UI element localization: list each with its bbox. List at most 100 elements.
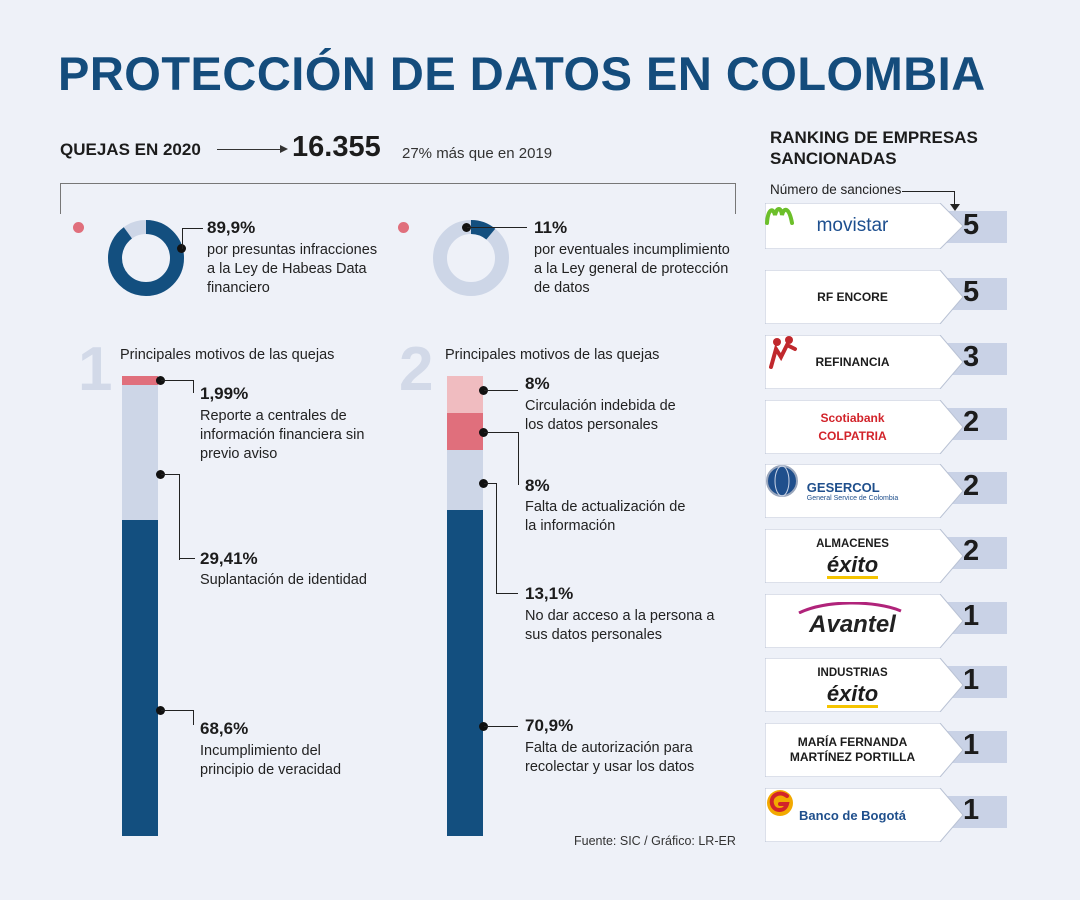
ranking-row-movistar: movistar 5 <box>765 203 1007 249</box>
logo-text: ALMACENES <box>816 537 889 550</box>
sanction-count: 1 <box>963 729 980 761</box>
annotation-line <box>902 191 955 206</box>
donut-1-value: 89,9% <box>207 218 256 237</box>
ranking-subtitle: Número de sanciones <box>770 182 902 197</box>
ranking-row-banco-de-bogota: Banco de Bogotá 1 <box>765 788 1007 842</box>
bracket-divider <box>60 183 736 214</box>
company-card: Banco de Bogotá <box>765 788 965 842</box>
section-number-2: 2 <box>399 335 434 404</box>
annotation-dot <box>479 479 488 488</box>
banco-bogota-swirl-icon <box>767 790 793 816</box>
exito-logo-text: éxito <box>826 680 879 708</box>
bar2-seg1-value: 8% <box>525 374 550 393</box>
stacked-bar-2 <box>447 376 483 836</box>
ranking-row-refinancia: REFINANCIA 3 <box>765 335 1007 389</box>
sanction-count: 2 <box>963 406 980 438</box>
logo-text: Avantel <box>809 611 896 638</box>
section-number-1: 1 <box>78 335 113 404</box>
company-card: Scotiabank COLPATRIA <box>765 400 965 454</box>
donut-chart-2 <box>433 220 509 296</box>
ranking-row-gesercol: GESERCOL General Service de Colombia 2 <box>765 464 1007 518</box>
company-card: MARÍA FERNANDA MARTÍNEZ PORTILLA <box>765 723 965 777</box>
stacked-bar-1 <box>122 376 158 836</box>
scotiabank-logo-text: Scotiabank <box>820 411 885 425</box>
annotation-line <box>161 474 180 560</box>
company-card: movistar <box>765 203 965 249</box>
company-card: REFINANCIA <box>765 335 965 389</box>
bullet-dot-icon <box>398 222 409 233</box>
annotation-line <box>182 228 203 249</box>
logo-text: RF ENCORE <box>817 290 888 304</box>
company-card: ALMACENES éxito <box>765 529 965 583</box>
sanction-count: 1 <box>963 664 980 696</box>
avantel-swoosh-icon <box>798 602 902 614</box>
bar2-seg4-value: 70,9% <box>525 716 574 735</box>
company-card: INDUSTRIAS éxito <box>765 658 965 712</box>
ranking-title: RANKING DE EMPRESAS SANCIONADAS <box>770 128 978 168</box>
annotation-dot <box>462 223 471 232</box>
colpatria-logo-text: COLPATRIA <box>818 429 887 443</box>
donut-1-label: por presuntas infracciones a la Ley de H… <box>207 242 378 296</box>
bar2-seg2-label: Falta de actualización de la información <box>525 499 686 534</box>
arrow-line <box>217 149 285 150</box>
ranking-row-almacenes-exito: ALMACENES éxito 2 <box>765 529 1007 583</box>
logo-text: GESERCOL <box>806 480 880 495</box>
bullet-dot-icon <box>73 222 84 233</box>
section-1-title: Principales motivos de las quejas <box>120 347 335 363</box>
bar2-seg3-value: 13,1% <box>525 584 574 603</box>
section-2-title: Principales motivos de las quejas <box>445 347 660 363</box>
annotation-dot <box>156 376 165 385</box>
logo-text: INDUSTRIAS <box>817 666 888 679</box>
logo-text-line-2: MARTÍNEZ PORTILLA <box>789 750 916 764</box>
bar2-segment-4 <box>447 510 483 836</box>
ranking-row-avantel: Avantel 1 <box>765 594 1007 648</box>
bar2-seg3-label: No dar acceso a la persona a sus datos p… <box>525 608 715 643</box>
exito-logo-text: éxito <box>826 551 879 579</box>
company-card: Avantel <box>765 594 965 648</box>
logo-text: REFINANCIA <box>815 355 890 369</box>
sanction-count: 3 <box>963 341 980 373</box>
ranking-row-maria-fernanda: MARÍA FERNANDA MARTÍNEZ PORTILLA 1 <box>765 723 1007 777</box>
annotation-line <box>467 227 527 229</box>
page-title: PROTECCIÓN DE DATOS EN COLOMBIA <box>58 47 986 100</box>
bar2-seg2-value: 8% <box>525 476 550 495</box>
bar2-segment-3 <box>447 450 483 510</box>
ranking-row-industrias-exito: INDUSTRIAS éxito 1 <box>765 658 1007 712</box>
bar1-segment-1 <box>122 376 158 385</box>
donut-chart-1 <box>108 220 184 296</box>
source-note: Fuente: SIC / Gráfico: LR-ER <box>574 834 736 848</box>
annotation-line <box>496 593 518 595</box>
annotation-dot <box>479 428 488 437</box>
bar2-seg1-label: Circulación indebida de los datos person… <box>525 398 676 433</box>
annotation-line <box>484 483 497 594</box>
bar1-seg2-label: Suplantación de identidad <box>200 572 367 588</box>
bar1-seg1-label: Reporte a centrales de información finan… <box>200 408 365 462</box>
movistar-m-icon <box>765 207 794 225</box>
arrow-down-icon <box>950 204 960 211</box>
complaints-label: QUEJAS EN 2020 <box>60 140 201 159</box>
bar2-segment-2 <box>447 413 483 450</box>
donut-1-slice-main <box>108 220 184 296</box>
company-card: RF ENCORE <box>765 270 965 324</box>
annotation-line <box>161 380 194 393</box>
logo-text: movistar <box>816 215 889 236</box>
annotation-line <box>484 390 518 392</box>
bar1-segment-2 <box>122 385 158 520</box>
complaints-change: 27% más que en 2019 <box>402 145 553 162</box>
sanction-count: 1 <box>963 794 980 826</box>
company-card: GESERCOL General Service de Colombia <box>765 464 965 518</box>
bar2-seg4-label: Falta de autorización para recolectar y … <box>525 740 695 775</box>
annotation-line <box>484 432 519 485</box>
sanction-count: 1 <box>963 600 980 632</box>
annotation-line <box>161 710 194 725</box>
annotation-line <box>484 726 518 728</box>
bar1-seg2-value: 29,41% <box>200 549 258 568</box>
ranking-row-rf-encore: RF ENCORE 5 <box>765 270 1007 324</box>
globe-icon <box>766 465 798 497</box>
ranking-row-scotiabank-colpatria: Scotiabank COLPATRIA 2 <box>765 400 1007 454</box>
sanction-count: 2 <box>963 535 980 567</box>
bar1-segment-3 <box>122 520 158 836</box>
refinancia-people-icon <box>769 336 797 369</box>
annotation-line <box>179 558 195 560</box>
bar2-segment-1 <box>447 376 483 413</box>
